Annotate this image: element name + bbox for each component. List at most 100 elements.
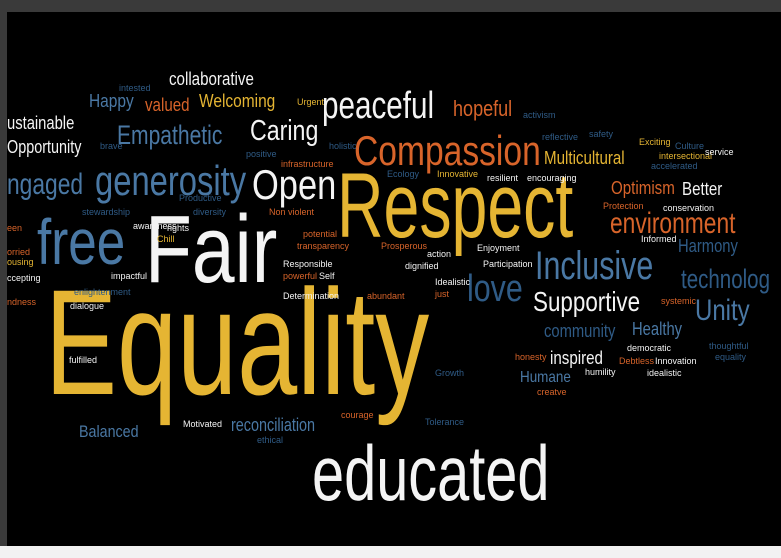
word-unity: Unity (695, 294, 750, 327)
word-generosity: generosity (95, 157, 247, 204)
word-protection: Protection (603, 201, 644, 211)
word-inclusive: Inclusive (535, 244, 654, 288)
word-educated: educated (312, 429, 550, 517)
word-better: Better (682, 179, 723, 199)
word-urgent: Urgent (297, 97, 325, 107)
bottom-strip (0, 546, 781, 558)
word-healthy: Healthy (632, 319, 683, 339)
word-collaborative: collaborative (169, 69, 254, 89)
word-intested: intested (119, 83, 151, 93)
word-honesty: honesty (515, 352, 547, 362)
word-awareness: awareness (133, 221, 177, 231)
word-optimism: Optimism (611, 178, 675, 198)
word-multicultural: Multicultural (544, 148, 625, 168)
word-positive: positive (246, 149, 277, 159)
word-harmony: Harmony (678, 236, 738, 256)
word-balanced: Balanced (79, 422, 139, 441)
word-rights: rights (167, 223, 190, 233)
word-conservation: conservation (663, 203, 715, 213)
word-equality: Equality (45, 258, 430, 426)
word-holistic: holistic (329, 141, 357, 151)
word-free: free (37, 206, 126, 278)
word-equality-small: equality (715, 352, 747, 362)
word-opportunity: Opportunity (7, 137, 82, 157)
word-environment: environment (610, 207, 736, 240)
word-reconciliation: reconciliation (231, 415, 316, 435)
word-inspired: inspired (550, 348, 603, 368)
word-determination: Determination (283, 291, 340, 301)
word-powerful: powerful (283, 271, 318, 281)
word-impactful: impactful (111, 271, 148, 281)
word-non-violent: Non violent (269, 207, 315, 217)
word-ndness: ndness (7, 297, 37, 307)
word-enlightenment: enlightenment (74, 287, 131, 297)
word-een: een (7, 223, 23, 233)
word-idealistic-cap: Idealistic (435, 277, 471, 287)
word-transparency: transparency (297, 241, 350, 251)
word-growth: Growth (435, 368, 465, 378)
word-sustainable: ustainable (7, 113, 75, 133)
word-courage: courage (341, 410, 374, 420)
word-empathetic: Empathetic (117, 120, 223, 150)
word-valued: valued (145, 95, 190, 115)
word-encouraging: encouraging (527, 173, 577, 183)
word-debtless: Debtless (619, 356, 655, 366)
word-dialogue: dialogue (70, 301, 105, 311)
word-humility: humility (585, 367, 616, 377)
word-orried: orried (7, 247, 31, 257)
word-self: Self (319, 271, 335, 281)
word-activism: activism (523, 110, 556, 120)
word-infrastructure: infrastructure (281, 159, 334, 169)
word-just: just (435, 289, 450, 299)
word-cloud: Equality Respect Fair educated free Comp… (7, 12, 781, 546)
word-innovation: Innovation (655, 356, 697, 366)
word-chill: Chill (157, 234, 175, 244)
word-resilient: resilient (487, 173, 519, 183)
word-ecology: Ecology (387, 169, 420, 179)
word-exciting: Exciting (639, 137, 671, 147)
word-brave: brave (100, 141, 123, 151)
word-respect: Respect (337, 155, 574, 257)
word-hopeful: hopeful (453, 96, 513, 121)
word-democratic: democratic (627, 343, 672, 353)
word-responsible: Responsible (283, 259, 333, 269)
word-community: community (544, 321, 616, 341)
word-productive: Productive (179, 193, 222, 203)
word-creatve: creatve (537, 387, 567, 397)
word-accelerated: accelerated (651, 161, 698, 171)
word-ccepting: ccepting (7, 273, 41, 283)
word-idealistic: idealistic (647, 368, 682, 378)
word-culture: Culture (675, 141, 705, 151)
word-abundant: abundant (367, 291, 405, 301)
word-service: service (705, 147, 734, 157)
word-innovative: Innovative (437, 169, 479, 179)
word-happy: Happy (89, 91, 134, 111)
word-compassion: Compassion (354, 127, 541, 174)
word-diversity: diversity (193, 207, 227, 217)
word-humane: Humane (520, 369, 571, 386)
word-thoughtful: thoughtful (709, 341, 749, 351)
word-stewardship: stewardship (82, 207, 131, 217)
word-peaceful: peaceful (322, 85, 435, 127)
word-potential: potential (303, 229, 338, 239)
word-informed: Informed (641, 234, 677, 244)
word-love: love (467, 268, 523, 310)
word-ousing: ousing (7, 257, 34, 267)
word-prosperous: Prosperous (381, 241, 428, 251)
word-tolerance: Tolerance (425, 417, 465, 427)
word-action: action (427, 249, 452, 259)
word-participation: Participation (483, 259, 533, 269)
word-caring: Caring (250, 115, 319, 147)
word-dignified: dignified (405, 261, 439, 271)
word-ethical: ethical (257, 435, 284, 445)
word-fair: Fair (145, 196, 278, 303)
word-supportive: Supportive (533, 286, 641, 317)
word-intersectional: intersectional (659, 151, 713, 161)
word-systemic: systemic (661, 296, 697, 306)
word-technology: technolog (681, 264, 771, 294)
word-safety: safety (589, 129, 614, 139)
word-reflective: reflective (542, 132, 579, 142)
word-enjoyment: Enjoyment (477, 243, 520, 253)
word-engaged: ngaged (7, 168, 84, 201)
